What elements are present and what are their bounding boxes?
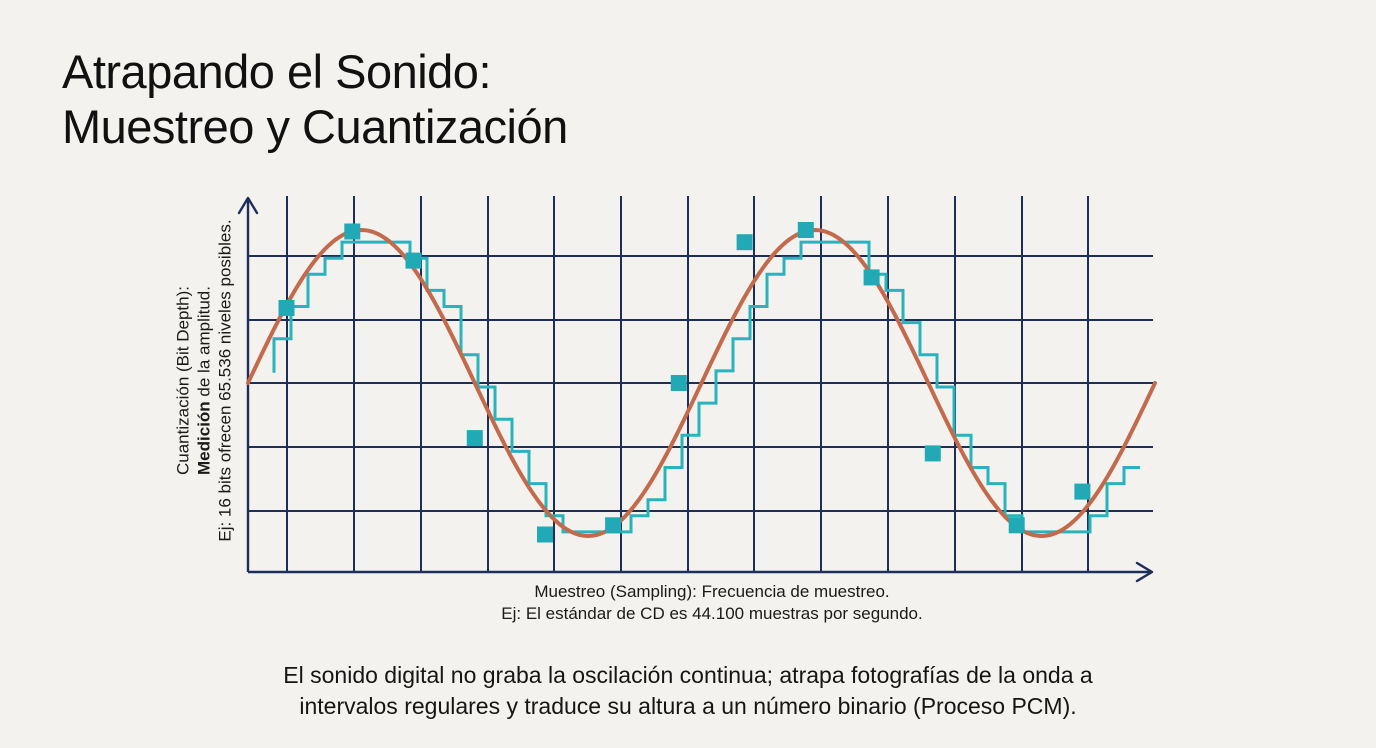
sample-point-marker xyxy=(278,300,295,316)
x-axis-label: Muestreo (Sampling): Frecuencia de muest… xyxy=(412,581,1012,625)
continuous-sine-wave xyxy=(246,227,1157,539)
caption-line-1: El sonido digital no graba la oscilación… xyxy=(283,662,1093,688)
y-axis-arrow-icon xyxy=(237,196,259,215)
sample-point-marker xyxy=(466,430,483,447)
sample-point-marker xyxy=(537,526,553,543)
sample-point-marker xyxy=(863,269,880,286)
sample-point-marker xyxy=(736,234,753,251)
x-axis-arrow-icon xyxy=(1135,561,1154,583)
y-axis-label: Cuantización (Bit Depth): Medición de la… xyxy=(173,171,236,591)
sample-point-marker xyxy=(344,223,361,240)
page-title: Atrapando el Sonido: Muestreo y Cuantiza… xyxy=(62,44,568,154)
sample-point-marker xyxy=(405,252,422,269)
grid xyxy=(248,196,1153,572)
title-line-2: Muestreo y Cuantización xyxy=(62,100,568,153)
quantized-step-line xyxy=(272,240,1140,534)
caption-line-2: intervalos regulares y traduce su altura… xyxy=(299,693,1077,719)
title-line-1: Atrapando el Sonido: xyxy=(62,45,491,98)
x-axis-label-line-2: Ej: El estándar de CD es 44.100 muestras… xyxy=(501,604,923,623)
y-axis-label-line-1: Cuantización (Bit Depth): xyxy=(173,286,193,475)
sample-point-marker xyxy=(1074,483,1091,500)
sample-point-marker xyxy=(924,445,941,462)
y-axis-label-bold: Medición xyxy=(194,401,214,475)
sample-markers xyxy=(278,222,1091,543)
caption: El sonido digital no graba la oscilación… xyxy=(188,660,1188,722)
sample-point-marker xyxy=(797,222,814,238)
y-axis-label-rest: de la amplitud. xyxy=(194,286,214,402)
axes xyxy=(237,196,1154,583)
y-axis-label-line-2: Medición de la amplitud. xyxy=(194,171,215,591)
sample-point-marker xyxy=(605,517,622,534)
sample-point-marker xyxy=(670,375,687,391)
x-axis-label-line-1: Muestreo (Sampling): Frecuencia de muest… xyxy=(534,582,890,601)
y-axis-label-line-3: Ej: 16 bits ofrecen 65.536 niveles posib… xyxy=(215,219,235,542)
sample-point-marker xyxy=(1008,517,1025,534)
